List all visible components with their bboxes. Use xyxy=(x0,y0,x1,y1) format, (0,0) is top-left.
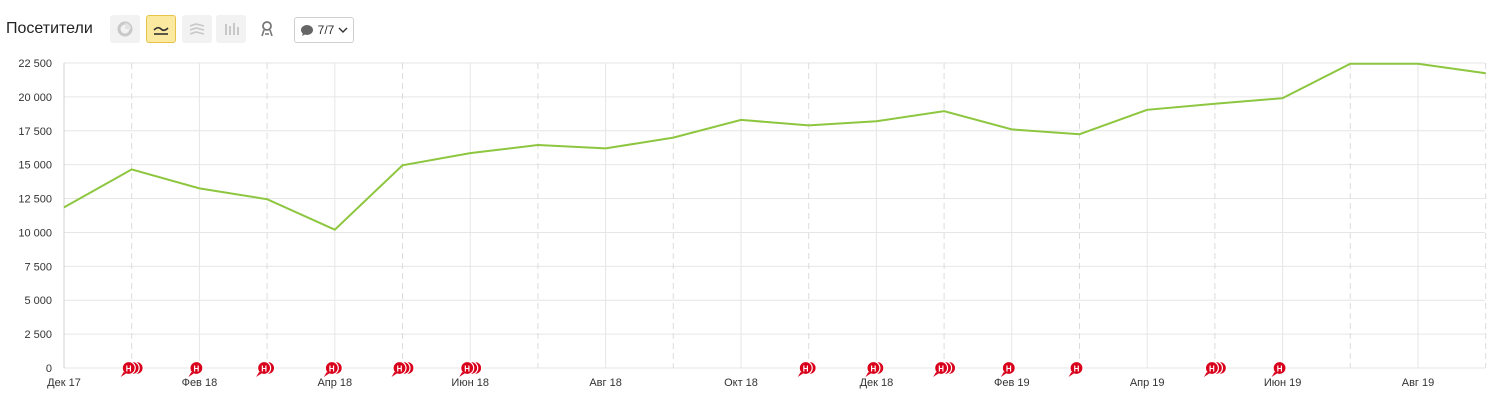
annotation-marker[interactable]: Н xyxy=(1068,360,1084,378)
marker-label: Н xyxy=(464,365,470,374)
visitors-line-chart: 0 2 500 5 000 7 500 10 000 12 500 15 000 17 500… xyxy=(18,58,1488,389)
annotation-marker[interactable]: Н xyxy=(256,360,276,378)
chevron-down-icon xyxy=(338,27,348,33)
data-point xyxy=(333,228,337,232)
data-point xyxy=(942,109,946,113)
marker-label: Н xyxy=(397,365,403,374)
x-tick-label: Июн 19 xyxy=(1264,377,1302,389)
annotation-marker[interactable]: Н xyxy=(459,360,483,378)
map-pin-icon xyxy=(261,21,273,37)
marker-label: Н xyxy=(126,365,132,374)
annotation-marker[interactable]: Н xyxy=(323,360,343,378)
data-point xyxy=(807,123,811,127)
data-point xyxy=(265,197,269,201)
data-point xyxy=(1281,96,1285,100)
data-point xyxy=(62,205,66,209)
y-tick-label: 7 500 xyxy=(24,261,52,273)
x-tick-label: Дек 18 xyxy=(860,377,894,389)
data-point xyxy=(604,146,608,150)
marker-label: Н xyxy=(194,365,200,374)
annotation-marker[interactable]: Н xyxy=(933,360,957,378)
y-tick-label: 17 500 xyxy=(18,126,52,138)
area-chart-button[interactable] xyxy=(182,15,212,43)
marker-label: Н xyxy=(1074,365,1080,374)
chart-title: Посетители xyxy=(6,20,93,37)
annotation-marker[interactable]: Н xyxy=(1203,360,1228,378)
series-line xyxy=(63,62,1486,231)
data-point xyxy=(874,119,878,123)
chart-toolbar: Посетители xyxy=(0,12,1500,48)
line-chart-button[interactable] xyxy=(146,15,176,43)
data-point xyxy=(130,167,134,171)
marker-label: Н xyxy=(871,365,877,374)
x-tick-label: Окт 18 xyxy=(724,377,758,389)
data-point xyxy=(197,186,201,190)
y-tick-label: 10 000 xyxy=(18,227,52,239)
annotation-marker[interactable]: Н xyxy=(797,360,817,378)
data-point xyxy=(1010,127,1014,131)
annotation-marker[interactable]: Н xyxy=(391,360,415,378)
area-chart-icon xyxy=(189,23,205,35)
annotation-marker[interactable]: Н xyxy=(1271,360,1287,378)
data-point xyxy=(1145,108,1149,112)
x-tick-label: Авг 19 xyxy=(1402,377,1434,389)
y-tick-label: 20 000 xyxy=(18,92,52,104)
data-point xyxy=(1213,102,1217,106)
data-point xyxy=(1484,71,1488,75)
x-axis: Дек 17 Фев 18 Апр 18 Июн 18 Авг 18 Окт 18 Дек … xyxy=(47,377,1434,389)
marker-label: Н xyxy=(261,365,267,374)
data-point xyxy=(1078,132,1082,136)
bar-chart-icon xyxy=(225,23,239,35)
x-tick-label: Фев 19 xyxy=(994,377,1030,389)
x-tick-label: Авг 18 xyxy=(589,377,621,389)
x-tick-label: Апр 19 xyxy=(1130,377,1165,389)
y-tick-label: 2 500 xyxy=(24,329,52,341)
y-tick-label: 15 000 xyxy=(18,160,52,172)
y-tick-label: 5 000 xyxy=(24,295,52,307)
line-chart-icon xyxy=(153,26,169,35)
y-tick-label: 0 xyxy=(46,363,52,375)
y-tick-label: 12 500 xyxy=(18,194,52,206)
map-button[interactable] xyxy=(252,15,282,43)
x-tick-label: Июн 18 xyxy=(451,377,489,389)
y-tick-label: 22 500 xyxy=(18,58,52,70)
data-point xyxy=(468,151,472,155)
pie-chart-button[interactable] xyxy=(110,15,140,43)
marker-label: Н xyxy=(1277,365,1283,374)
data-point xyxy=(1348,62,1352,66)
annotation-marker[interactable]: Н xyxy=(120,360,144,378)
x-tick-label: Дек 17 xyxy=(47,377,81,389)
data-point xyxy=(1416,62,1420,66)
marker-label: Н xyxy=(1209,365,1215,374)
marker-label: Н xyxy=(938,365,944,374)
marker-label: Н xyxy=(1006,365,1012,374)
data-point xyxy=(401,163,405,167)
annotation-marker[interactable]: Н xyxy=(188,360,204,378)
marker-label: Н xyxy=(329,365,335,374)
grid xyxy=(63,62,1487,369)
marker-label: Н xyxy=(803,365,809,374)
notes-count: 7/7 xyxy=(317,23,335,37)
x-tick-label: Апр 18 xyxy=(317,377,352,389)
y-axis: 0 2 500 5 000 7 500 10 000 12 500 15 000 17 500… xyxy=(18,58,52,375)
data-point xyxy=(536,143,540,147)
annotation-marker[interactable]: Н xyxy=(865,360,885,378)
data-point xyxy=(671,136,675,140)
data-point xyxy=(739,118,743,122)
notes-dropdown[interactable]: 7/7 xyxy=(294,17,354,43)
comment-icon xyxy=(300,24,313,36)
annotation-marker[interactable]: Н xyxy=(1000,360,1016,378)
bar-chart-button[interactable] xyxy=(216,15,246,43)
pie-chart-icon xyxy=(117,21,133,37)
x-tick-label: Фев 18 xyxy=(182,377,218,389)
